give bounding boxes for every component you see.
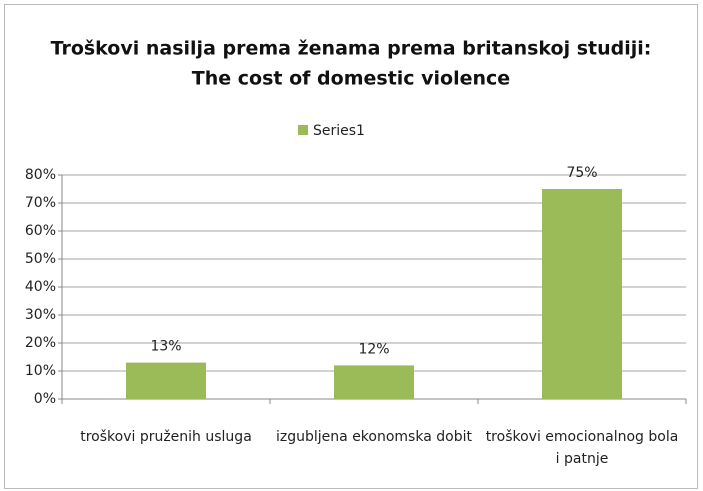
y-tick-label: 80% (25, 167, 56, 183)
data-label: 75% (566, 165, 597, 181)
bar (126, 362, 206, 399)
y-tick-label: 70% (25, 195, 56, 211)
chart-title: The cost of domestic violence (192, 68, 510, 90)
y-tick-label: 10% (25, 363, 56, 379)
y-tick-label: 50% (25, 251, 56, 267)
bar (334, 365, 414, 399)
bar (542, 189, 622, 399)
y-tick-label: 20% (25, 335, 56, 351)
y-tick-label: 40% (25, 279, 56, 295)
data-label: 13% (150, 339, 181, 355)
y-tick-label: 60% (25, 223, 56, 239)
chart-title: Troškovi nasilja prema ženama prema brit… (51, 38, 652, 60)
legend-swatch (298, 125, 308, 135)
y-tick-label: 0% (34, 391, 56, 407)
x-tick-label: izgubljena ekonomska dobit (276, 429, 472, 445)
legend-label: Series1 (313, 123, 365, 139)
data-label: 12% (358, 341, 389, 357)
y-tick-label: 30% (25, 307, 56, 323)
x-tick-label: troškovi pruženih usluga (80, 429, 252, 445)
x-tick-label: troškovi emocionalnog bola i patnje (486, 429, 679, 467)
